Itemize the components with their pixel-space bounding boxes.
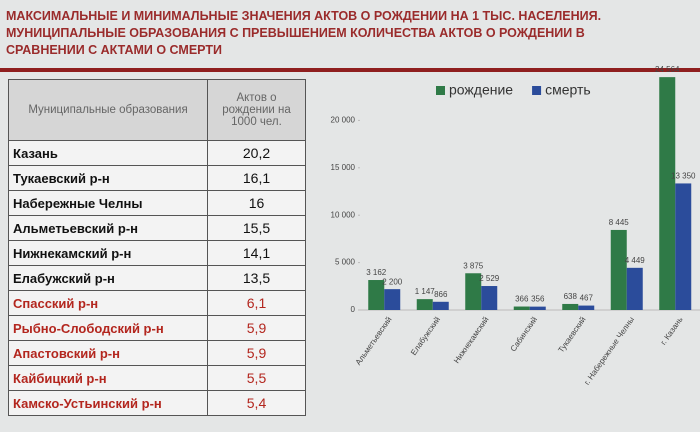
table-row: Тукаевский р-н 16,1: [8, 165, 306, 191]
legend-label: рождение: [449, 82, 513, 98]
value-label: 366: [515, 295, 529, 304]
table-cell: Тукаевский р-н: [8, 165, 208, 191]
bar: [481, 286, 498, 310]
bar: [578, 305, 595, 310]
value-label: 3 162: [366, 268, 387, 277]
y-tick-label: 5 000: [335, 258, 356, 267]
table-row: Спасский р-н 6,1: [8, 290, 306, 316]
table-row: Елабужский р-н 13,5: [8, 265, 306, 291]
x-tick-label: г. Казань: [659, 315, 685, 346]
value-label: 2 200: [382, 277, 403, 286]
table-row: Нижнекамский р-н 14,1: [8, 240, 306, 266]
table-cell: 16,1: [207, 165, 306, 191]
value-label: 8 445: [609, 218, 630, 227]
legend-label: смерть: [545, 82, 591, 98]
divider: [0, 68, 700, 72]
x-tick-label: Альметьевский: [354, 315, 394, 367]
header-cell: Актов о рождении на 1000 чел.: [207, 79, 306, 141]
value-label: 4 449: [625, 256, 646, 265]
table-cell: Рыбно-Слободский р-н: [8, 315, 208, 341]
value-label: 13 350: [671, 172, 696, 181]
bar: [368, 280, 385, 310]
value-label: 2 529: [479, 274, 500, 283]
x-tick-label: Тукаевский: [556, 315, 587, 354]
value-label: 467: [580, 294, 594, 303]
bar: [513, 306, 530, 310]
y-tick-label: 10 000: [331, 210, 356, 219]
bar: [610, 229, 627, 310]
header-cell: Муниципальные образования: [8, 79, 208, 141]
value-label: 24 564: [655, 65, 680, 74]
bar: [626, 267, 643, 310]
y-tick-label: 20 000: [331, 116, 356, 125]
table-cell: Набережные Челны: [8, 190, 208, 216]
table-cell: Альметьевский р-н: [8, 215, 208, 241]
table-cell: 5,9: [207, 315, 306, 341]
bar: [529, 306, 546, 310]
bar: [416, 299, 433, 310]
x-tick-label: Сабинский: [509, 315, 539, 353]
table-cell: 5,5: [207, 365, 306, 391]
x-tick-label: Елабужский: [409, 315, 442, 357]
table-row: Рыбно-Слободский р-н 5,9: [8, 315, 306, 341]
x-tick-label: Нижнекамский: [452, 315, 491, 365]
table-cell: 5,4: [207, 390, 306, 416]
value-label: 356: [531, 295, 545, 304]
y-tick-label: 0: [351, 305, 356, 314]
bar: [432, 301, 449, 310]
table-cell: Спасский р-н: [8, 290, 208, 316]
legend-swatch: [532, 86, 542, 95]
bar: [675, 183, 692, 310]
bar: [562, 303, 579, 310]
value-label: 1 147: [415, 287, 436, 296]
value-label: 866: [434, 290, 448, 299]
title-line: СРАВНЕНИИ С АКТАМИ О СМЕРТИ: [6, 43, 222, 57]
table-cell: 20,2: [207, 140, 306, 166]
y-tick-label: 15 000: [331, 163, 356, 172]
table-cell: Нижнекамский р-н: [8, 240, 208, 266]
table-row: Альметьевский р-н 15,5: [8, 215, 306, 241]
table-cell: 14,1: [207, 240, 306, 266]
table-row: Набережные Челны 16: [8, 190, 306, 216]
bar: [659, 77, 676, 311]
bar: [384, 289, 401, 310]
table: Муниципальные образования Актов о рожден…: [8, 79, 306, 416]
value-label: 3 875: [463, 261, 484, 270]
table-cell: 13,5: [207, 265, 306, 291]
title-line: МУНИЦИПАЛЬНЫЕ ОБРАЗОВАНИЯ С ПРЕВЫШЕНИЕМ …: [6, 26, 585, 40]
value-label: 638: [564, 292, 578, 301]
legend-swatch: [436, 86, 445, 95]
table-cell: Камско-Устьинский р-н: [8, 390, 208, 416]
title-line: МАКСИМАЛЬНЫЕ И МИНИМАЛЬНЫЕ ЗНАЧЕНИЯ АКТО…: [6, 9, 602, 23]
bar: [465, 273, 482, 310]
slide-title: МАКСИМАЛЬНЫЕ И МИНИМАЛЬНЫЕ ЗНАЧЕНИЯ АКТО…: [6, 8, 601, 59]
table-row: Камско-Устьинский р-н 5,4: [8, 390, 306, 416]
header-row: Муниципальные образования Актов о рожден…: [8, 79, 306, 141]
x-tick-label: г. Набережные Челны: [582, 315, 636, 387]
